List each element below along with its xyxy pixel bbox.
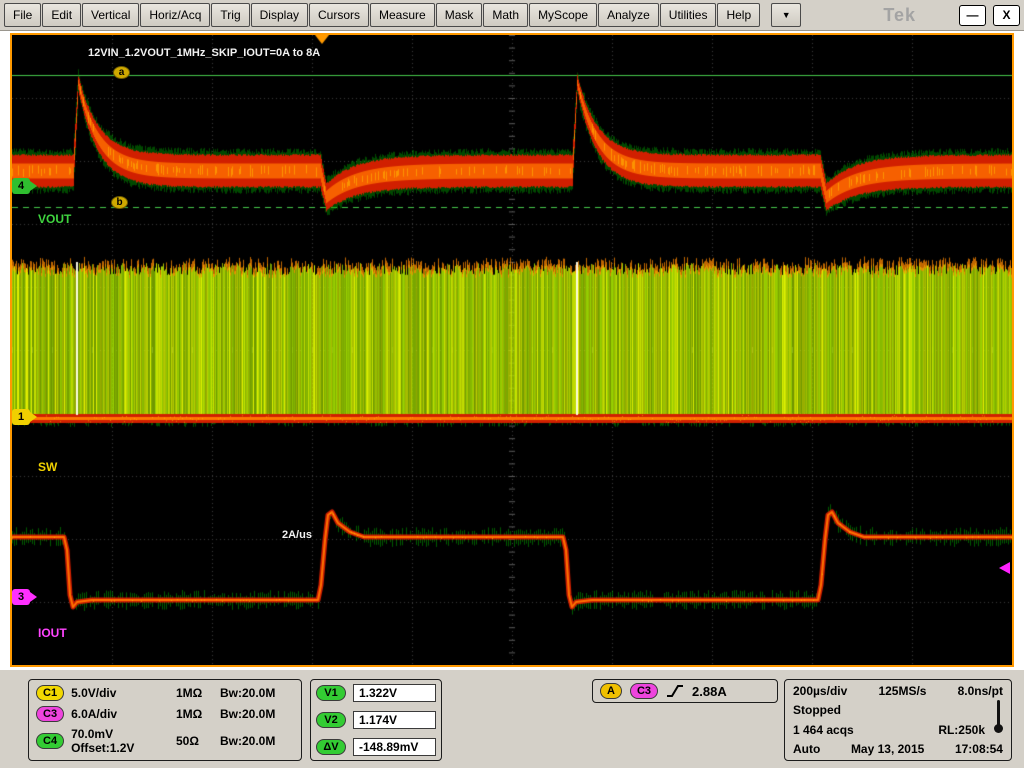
datetime-row: Auto May 13, 2015 17:08:54 [793,742,1003,756]
ch4-badge[interactable]: C4 [36,733,65,749]
close-button[interactable]: X [993,4,1020,26]
menu-item[interactable]: Display [250,3,308,27]
ch1-readout-row: C1 5.0V/div 1MΩ Bw:20.0M [36,685,294,701]
menu-item[interactable]: Help [717,3,761,27]
time-value: 17:08:54 [954,741,1003,756]
menu-item[interactable]: Trig [211,3,250,27]
cursor-b-marker[interactable]: b [111,196,128,209]
sample-resolution: 8.0ns/pt [957,684,1003,698]
channel-readout-box: C1 5.0V/div 1MΩ Bw:20.0M C3 6.0A/div 1MΩ… [28,679,302,761]
channel3-position-marker[interactable]: 3 [12,589,37,605]
menu-bar: File Edit Vertical Horiz/Acq Trig Displa… [0,0,1024,31]
ch1-badge[interactable]: C1 [36,685,65,701]
status-bar: C1 5.0V/div 1MΩ Bw:20.0M C3 6.0A/div 1MΩ… [0,670,1024,768]
cursor-a-marker[interactable]: a [113,66,130,79]
ch4-bandwidth: Bw:20.0M [220,734,276,748]
ch1-bandwidth: Bw:20.0M [220,686,276,700]
v1-value: 1.322V [353,684,436,702]
tek-logo: Tek [883,4,916,25]
rising-edge-slope-icon [667,685,684,697]
channel1-position-marker[interactable]: 1 [12,409,37,425]
ch3-scale: 6.0A/div [71,707,118,721]
acq-status-row: Stopped [793,703,1003,717]
cursor-readout-box: V1 1.322V V2 1.174V ΔV -148.89mV [310,679,442,761]
channel3-arrow-icon [30,592,37,602]
delta-v-badge[interactable]: ΔV [316,739,346,755]
menu-item[interactable]: MyScope [529,3,598,27]
graticule-area: 12VIN_1.2VOUT_1MHz_SKIP_IOUT=0A to 8A a … [10,33,1014,667]
trace-label-vout: VOUT [38,212,72,226]
trigger-mode-auto: Auto [793,741,821,756]
trigger-mode-badge[interactable]: A [600,683,622,699]
timebase-row: 200µs/div 125MS/s 8.0ns/pt [793,684,1003,698]
waveform-display[interactable] [12,35,1012,665]
cursor-v2-row: V2 1.174V [316,711,436,729]
trigger-level-arrow-icon[interactable] [999,562,1010,574]
channel1-arrow-icon [30,412,37,422]
channel4-position-marker[interactable]: 4 [12,178,37,194]
minimize-button[interactable]: — [959,4,986,26]
ch1-scale: 5.0V/div [71,686,117,700]
ch3-readout-row: C3 6.0A/div 1MΩ Bw:20.0M [36,706,294,722]
menu-item[interactable]: Analyze [598,3,659,27]
ch4-scale: 70.0mV Offset:1.2V [71,727,135,755]
ch4-impedance: 50Ω [176,734,199,748]
trigger-readout-box[interactable]: A C3 2.88A [592,679,778,703]
menu-item[interactable]: Mask [435,3,483,27]
v1-badge[interactable]: V1 [316,685,346,701]
v2-badge[interactable]: V2 [316,712,346,728]
trace-label-sw: SW [38,460,58,474]
acq-count-row: 1 464 acqs RL:250k [793,723,1003,737]
acquisition-readout-box: 200µs/div 125MS/s 8.0ns/pt Stopped 1 464… [784,679,1012,761]
trigger-level-value: 2.88A [692,683,727,699]
ch3-badge[interactable]: C3 [36,706,65,722]
channel4-arrow-icon [30,181,37,191]
menu-item[interactable]: Vertical [82,3,140,27]
thermometer-icon [994,700,1003,734]
menu-item[interactable]: Utilities [659,3,717,27]
acq-status: Stopped [793,703,841,718]
record-length: RL:250k [938,722,985,737]
delta-v-value: -148.89mV [353,738,436,756]
menu-item[interactable]: File [4,3,42,27]
ch1-impedance: 1MΩ [176,686,203,700]
screen-annotation: 12VIN_1.2VOUT_1MHz_SKIP_IOUT=0A to 8A [88,47,321,59]
sample-rate: 125MS/s [878,684,927,698]
menu-overflow-button[interactable]: ▼ [771,3,802,27]
trace-label-iout: IOUT [38,626,67,640]
cursor-dv-row: ΔV -148.89mV [316,738,436,756]
menu-item[interactable]: Edit [42,3,82,27]
cursor-v1-row: V1 1.322V [316,684,436,702]
slew-rate-note: 2A/us [282,529,312,541]
ch4-readout-row: C4 70.0mV Offset:1.2V 50Ω Bw:20.0M [36,727,294,755]
chevron-down-icon: ▼ [781,10,791,20]
menu-item[interactable]: Horiz/Acq [140,3,211,27]
acq-count: 1 464 acqs [793,722,854,737]
ch3-impedance: 1MΩ [176,707,203,721]
ch3-bandwidth: Bw:20.0M [220,707,276,721]
v2-value: 1.174V [353,711,436,729]
timebase-scale: 200µs/div [793,684,848,698]
menu-item[interactable]: Math [483,3,529,27]
trigger-source-badge[interactable]: C3 [629,683,659,699]
date-value: May 13, 2015 [850,741,925,756]
menu-item[interactable]: Cursors [309,3,370,27]
menu-item[interactable]: Measure [370,3,435,27]
